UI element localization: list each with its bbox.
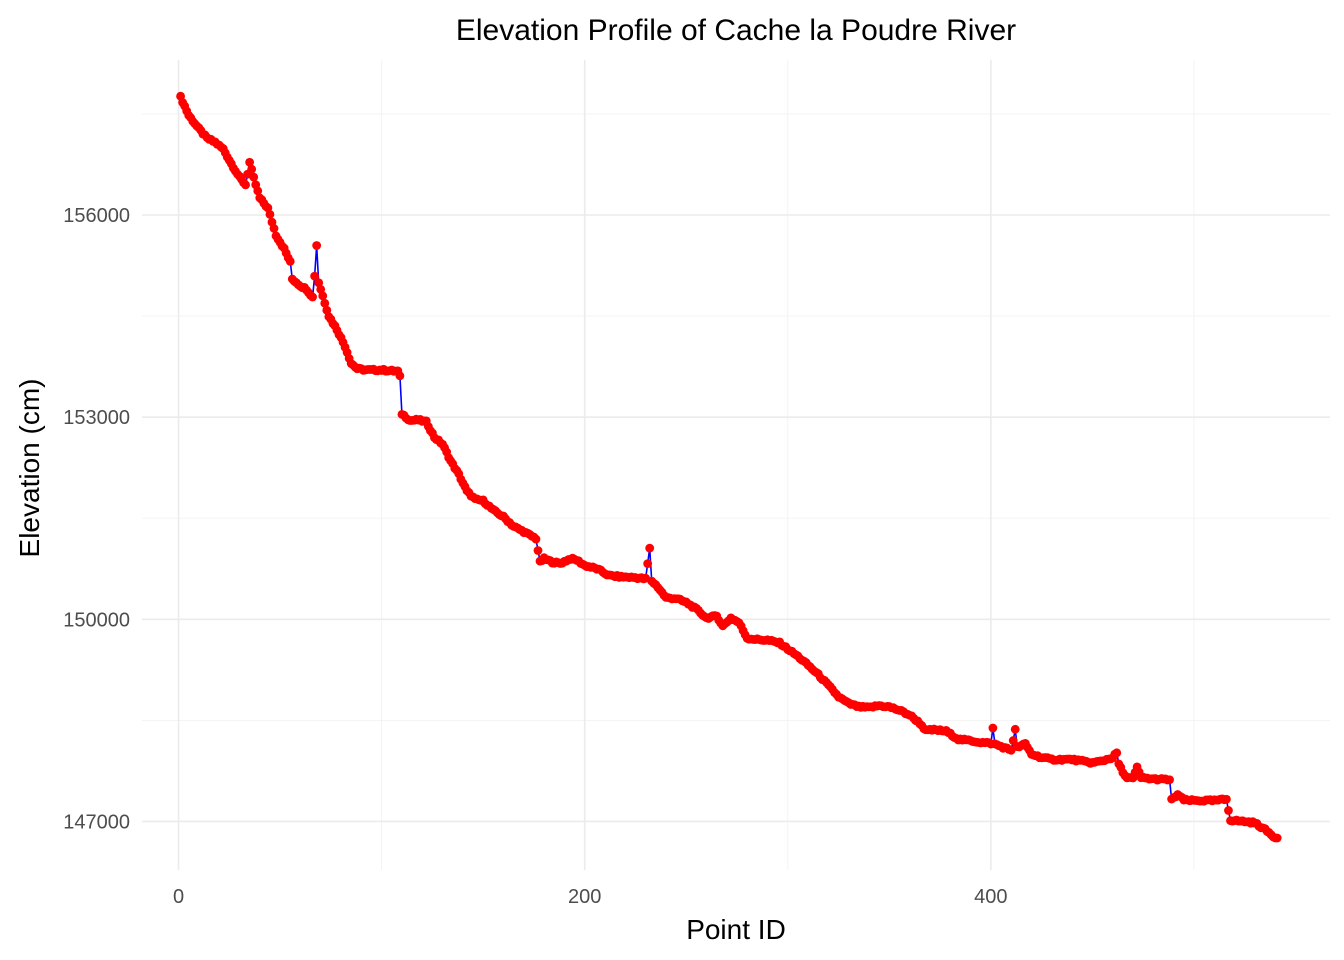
data-point bbox=[245, 157, 255, 167]
data-point bbox=[1165, 775, 1174, 785]
data-point bbox=[318, 291, 328, 301]
y-axis-ticks: 147000 150000 153000 156000 bbox=[63, 205, 130, 833]
data-point bbox=[1224, 806, 1233, 815]
data-point bbox=[265, 209, 275, 219]
elevation-points bbox=[176, 91, 1282, 843]
data-point bbox=[320, 298, 330, 308]
x-tick-label: 400 bbox=[974, 886, 1007, 908]
x-axis-ticks: 0 200 400 bbox=[173, 886, 1008, 908]
major-gridlines bbox=[142, 60, 1330, 870]
series-line bbox=[179, 95, 1278, 839]
data-point bbox=[312, 241, 322, 250]
data-point bbox=[314, 278, 324, 288]
data-point bbox=[308, 292, 317, 302]
data-point bbox=[533, 546, 543, 555]
data-point bbox=[310, 271, 320, 281]
data-point bbox=[531, 534, 541, 544]
x-tick-label: 0 bbox=[173, 886, 184, 908]
data-point bbox=[1112, 748, 1122, 758]
y-tick-label: 150000 bbox=[63, 609, 130, 631]
data-point bbox=[645, 543, 655, 553]
data-point bbox=[247, 164, 257, 174]
data-point bbox=[269, 224, 279, 233]
data-point bbox=[241, 180, 250, 190]
y-tick-label: 153000 bbox=[63, 407, 130, 429]
data-point bbox=[1222, 794, 1231, 804]
data-point bbox=[249, 172, 259, 182]
y-axis-title: Elevation (cm) bbox=[14, 379, 45, 558]
y-tick-label: 156000 bbox=[63, 205, 130, 227]
data-point bbox=[988, 723, 998, 733]
elevation-line bbox=[179, 95, 1278, 839]
y-tick-label: 147000 bbox=[63, 811, 130, 833]
minor-gridlines bbox=[142, 60, 1330, 870]
x-axis-title: Point ID bbox=[686, 914, 786, 945]
data-point bbox=[643, 559, 653, 568]
data-point bbox=[395, 371, 405, 381]
data-point bbox=[1272, 833, 1282, 843]
data-point bbox=[253, 186, 263, 196]
data-point bbox=[1010, 724, 1020, 734]
chart-title: Elevation Profile of Cache la Poudre Riv… bbox=[456, 14, 1016, 47]
data-point bbox=[285, 257, 295, 266]
x-tick-label: 200 bbox=[568, 886, 601, 908]
